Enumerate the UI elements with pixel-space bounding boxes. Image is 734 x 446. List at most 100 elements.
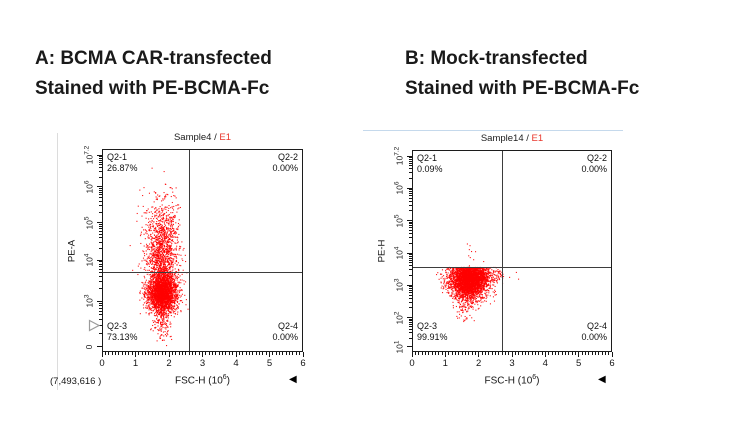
y-tick-label: 107.2	[393, 146, 405, 166]
y-minor-tick	[409, 325, 412, 327]
y-minor-tick	[409, 165, 412, 167]
y-major-tick	[97, 154, 102, 156]
quadrant-gate-vertical-line[interactable]	[189, 150, 191, 351]
scatter-dots	[413, 151, 610, 350]
y-tick-label: 104	[83, 253, 95, 267]
x-minor-tick	[111, 352, 113, 355]
x-major-tick	[611, 352, 613, 357]
x-minor-tick	[141, 352, 143, 355]
y-axis-scale-marker[interactable]	[88, 319, 101, 337]
x-tick-label: 1	[132, 358, 139, 369]
quadrant-label-q2-1: Q2-1 0.09%	[417, 153, 443, 174]
y-major-tick	[97, 259, 102, 261]
y-minor-tick	[99, 156, 102, 158]
x-minor-tick	[591, 352, 593, 355]
x-minor-tick	[295, 352, 297, 355]
x-minor-tick	[574, 352, 576, 355]
x-minor-tick	[461, 352, 463, 355]
y-minor-tick	[99, 228, 102, 230]
y-tick-label: 106	[393, 181, 405, 195]
x-minor-tick	[528, 352, 530, 355]
x-minor-tick	[191, 352, 193, 355]
plot-title-a: Sample4 / E1	[102, 132, 303, 143]
y-minor-tick	[409, 289, 412, 291]
event-count: (7,493,616 )	[50, 376, 102, 387]
y-minor-tick	[409, 259, 412, 261]
y-tick-label: 104	[393, 246, 405, 260]
x-minor-tick	[584, 352, 586, 355]
x-minor-tick	[178, 352, 180, 355]
x-minor-tick	[441, 352, 443, 355]
y-major-tick	[407, 317, 412, 319]
y-tick-label: 107.2	[83, 145, 95, 165]
x-minor-tick	[604, 352, 606, 355]
x-major-tick	[544, 352, 546, 357]
plot-frame-a: Q2-1 26.87% Q2-2 0.00% Q2-3 73.13% Q2-4 0.00%	[102, 149, 303, 352]
x-minor-tick	[504, 352, 506, 355]
scroll-left-arrow[interactable]: ◀	[289, 374, 297, 385]
y-major-tick	[97, 222, 102, 224]
x-minor-tick	[581, 352, 583, 355]
x-minor-tick	[118, 352, 120, 355]
y-minor-tick	[409, 292, 412, 293]
y-minor-tick	[409, 297, 412, 299]
y-minor-tick	[99, 233, 102, 235]
quadrant-gate-horizontal-line[interactable]	[103, 271, 302, 273]
x-minor-tick	[481, 352, 483, 355]
x-minor-tick	[175, 352, 177, 355]
y-minor-tick	[409, 162, 412, 164]
y-minor-tick	[409, 265, 412, 267]
y-minor-tick	[409, 233, 412, 235]
y-minor-tick	[99, 164, 102, 166]
x-minor-tick	[531, 352, 533, 355]
quadrant-gate-horizontal-line[interactable]	[413, 266, 611, 268]
x-minor-tick	[252, 352, 254, 355]
y-minor-tick	[409, 269, 412, 271]
y-tick-label: 102	[393, 311, 405, 325]
x-minor-tick	[568, 352, 570, 355]
x-minor-tick	[198, 352, 200, 355]
x-minor-tick	[245, 352, 247, 355]
x-minor-tick	[458, 352, 460, 355]
y-minor-tick	[99, 310, 102, 312]
x-minor-tick	[165, 352, 167, 355]
x-minor-tick	[424, 352, 426, 355]
x-major-tick	[101, 352, 103, 357]
y-minor-tick	[99, 197, 102, 199]
x-minor-tick	[161, 352, 163, 355]
x-minor-tick	[299, 352, 301, 355]
y-tick-label: 101	[393, 340, 405, 354]
gate-name-link[interactable]: E1	[219, 132, 232, 143]
y-minor-tick	[99, 237, 102, 239]
x-minor-tick	[285, 352, 287, 355]
x-minor-tick	[471, 352, 473, 355]
y-minor-tick	[99, 189, 102, 191]
y-minor-tick	[409, 160, 412, 162]
quadrant-gate-vertical-line[interactable]	[502, 151, 504, 351]
x-minor-tick	[108, 352, 110, 355]
y-minor-tick	[409, 262, 412, 264]
gate-name-link[interactable]: E1	[531, 133, 544, 144]
sample-name-link[interactable]: Sample4 /	[173, 132, 220, 143]
quadrant-label-q2-2: Q2-2 0.00%	[581, 153, 607, 174]
y-minor-tick	[409, 227, 412, 229]
x-tick-label: 0	[409, 358, 415, 369]
x-minor-tick	[131, 352, 133, 355]
quadrant-name: Q2-2	[277, 152, 298, 162]
y-minor-tick	[99, 194, 102, 196]
x-minor-tick	[151, 352, 153, 355]
sample-name-link[interactable]: Sample14 /	[480, 133, 532, 144]
y-major-tick	[407, 252, 412, 254]
x-minor-tick	[158, 352, 160, 355]
scroll-left-arrow[interactable]: ◀	[598, 374, 606, 385]
x-minor-tick	[594, 352, 596, 355]
y-major-tick	[97, 300, 102, 302]
x-axis-label: FSC-H (106)	[484, 374, 540, 387]
quadrant-label-q2-4: Q2-4 0.00%	[581, 321, 607, 342]
x-minor-tick	[561, 352, 563, 355]
y-minor-tick	[409, 337, 412, 339]
x-minor-tick	[195, 352, 197, 355]
x-minor-tick	[171, 352, 173, 355]
quadrant-label-q2-3: Q2-3 73.13%	[107, 321, 138, 342]
y-major-tick	[97, 186, 102, 188]
